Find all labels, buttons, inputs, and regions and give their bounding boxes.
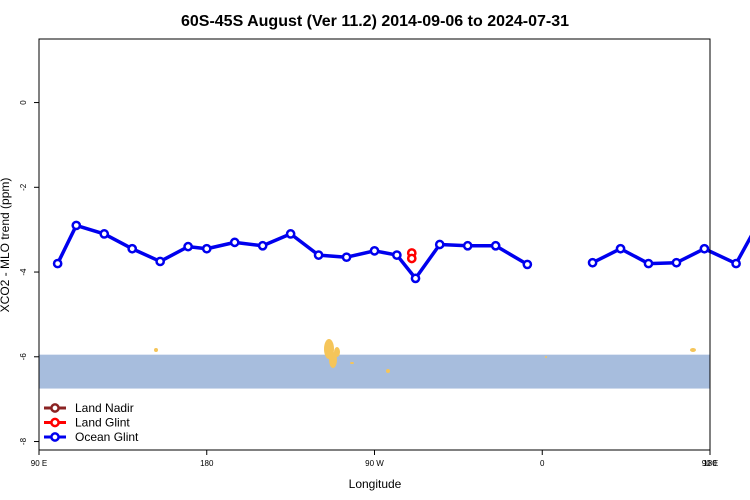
legend-marker	[50, 432, 60, 442]
x-tick-label: 90 W	[365, 459, 384, 468]
y-axis-label: XCO2 - MLO trend (ppm)	[0, 178, 12, 313]
x-tick-label: 0	[540, 459, 545, 468]
ocean-band	[39, 354, 710, 389]
data-point	[699, 243, 710, 254]
data-point	[183, 241, 193, 252]
x-tick-label: 90 E	[31, 459, 47, 468]
y-tick-label: -6	[19, 353, 28, 361]
data-point	[341, 252, 352, 263]
data-point	[52, 258, 63, 269]
data-point	[71, 220, 82, 231]
map-strip	[39, 339, 710, 389]
data-point	[434, 239, 445, 250]
legend-label: Land Nadir	[75, 401, 134, 415]
x-tick-label: 90 E	[702, 459, 718, 468]
data-point	[392, 250, 402, 260]
x-tick-label: 180	[703, 459, 717, 468]
legend-marker	[50, 403, 60, 413]
land-mass	[154, 348, 158, 352]
data-point	[99, 229, 110, 239]
land-mass	[329, 352, 337, 368]
y-axis: 0 -2 -4 -6 -8	[19, 100, 39, 445]
y-tick-label: 0	[19, 100, 28, 105]
chart-title: 60S-45S August (Ver 11.2) 2014-09-06 to …	[181, 13, 569, 30]
data-point	[201, 243, 212, 254]
land-mass	[334, 347, 340, 357]
series-layer	[52, 220, 750, 284]
data-point	[462, 240, 473, 251]
data-point	[229, 237, 240, 248]
legend-label: Land Glint	[75, 416, 130, 430]
data-point	[127, 243, 138, 254]
land-mass	[690, 348, 696, 352]
data-point	[313, 250, 324, 260]
data-point	[155, 256, 166, 267]
legend-marker	[50, 417, 60, 428]
data-point	[406, 253, 417, 264]
data-point	[615, 243, 626, 254]
data-point	[671, 257, 682, 268]
land-mass	[386, 369, 390, 373]
y-tick-label: -4	[19, 268, 28, 276]
data-point	[522, 259, 533, 270]
y-tick-label: -8	[19, 437, 28, 445]
land-mass	[545, 356, 547, 358]
data-point	[643, 258, 654, 269]
data-point	[731, 258, 741, 269]
data-point	[587, 257, 598, 268]
x-axis-label: Longitude	[349, 477, 402, 491]
y-tick-label: -2	[19, 183, 28, 191]
series-line	[591, 234, 750, 266]
land-mass	[350, 362, 354, 364]
data-point	[257, 240, 268, 251]
data-point	[490, 240, 501, 251]
data-point	[285, 229, 296, 239]
legend-label: Ocean Glint	[75, 430, 139, 444]
data-point	[410, 273, 421, 284]
x-tick-label: 180	[200, 459, 214, 468]
data-point	[369, 246, 380, 256]
